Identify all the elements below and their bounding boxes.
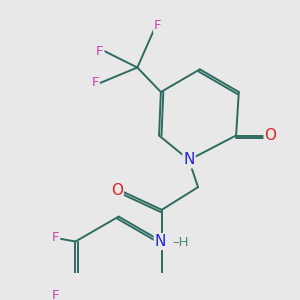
Text: F: F [92,76,99,89]
Text: F: F [52,231,59,244]
Text: O: O [111,183,123,198]
Text: –H: –H [172,236,189,249]
Text: N: N [155,234,166,249]
Text: N: N [183,152,195,167]
Text: F: F [154,20,161,32]
Text: F: F [96,45,103,58]
Text: O: O [265,128,277,143]
Text: F: F [52,289,59,300]
